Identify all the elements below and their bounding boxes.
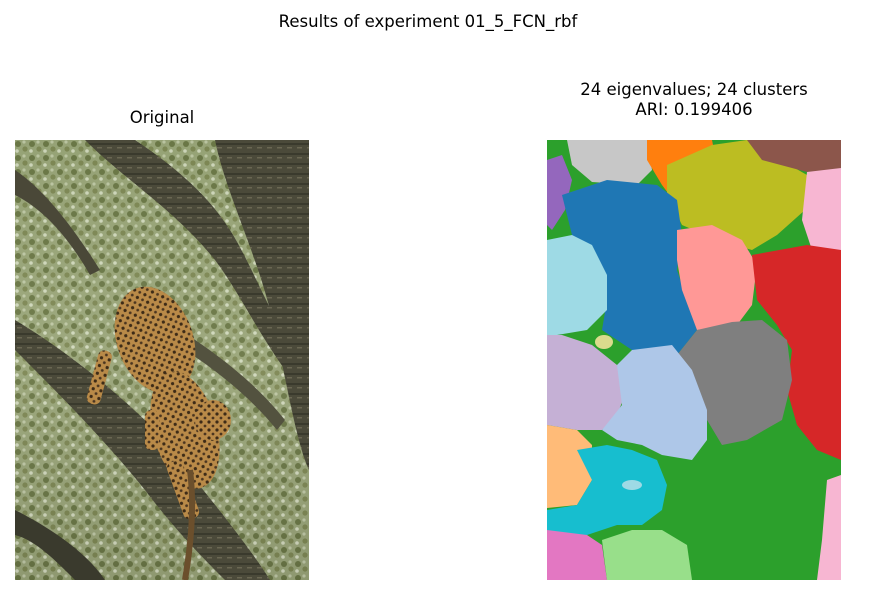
cluster-light-cyan-spot bbox=[622, 480, 642, 490]
cluster-pink bbox=[547, 530, 607, 580]
cluster-brown bbox=[747, 140, 841, 172]
segmentation-map bbox=[547, 140, 841, 580]
cluster-light-purple bbox=[547, 335, 627, 430]
cluster-light-orange bbox=[547, 425, 592, 508]
cluster-light-cyan bbox=[547, 235, 607, 335]
cluster-light-red bbox=[677, 225, 757, 330]
original-photo bbox=[15, 140, 309, 580]
cluster-purple bbox=[547, 155, 572, 230]
cluster-blue bbox=[562, 180, 697, 355]
cluster-cyan bbox=[547, 445, 667, 535]
cluster-light-pink bbox=[802, 168, 841, 255]
original-image-title: Original bbox=[129, 108, 195, 127]
cluster-light-olive bbox=[595, 335, 613, 349]
segmentation-title: 24 eigenvalues; 24 clusters ARI: 0.19940… bbox=[497, 80, 881, 120]
cluster-olive bbox=[667, 140, 807, 250]
cluster-red bbox=[752, 245, 841, 460]
cluster-light-gray bbox=[567, 140, 652, 185]
cluster-light-green bbox=[602, 530, 692, 580]
cluster-light-blue bbox=[602, 345, 707, 460]
cluster-map bbox=[547, 140, 841, 580]
segmentation-title-line1: 24 eigenvalues; 24 clusters bbox=[580, 80, 808, 99]
segmentation-title-line2: ARI: 0.199406 bbox=[635, 100, 753, 119]
cluster-light-pink-bottom bbox=[817, 475, 841, 580]
original-image bbox=[15, 140, 309, 580]
figure-suptitle: Results of experiment 01_5_FCN_rbf bbox=[278, 12, 578, 31]
